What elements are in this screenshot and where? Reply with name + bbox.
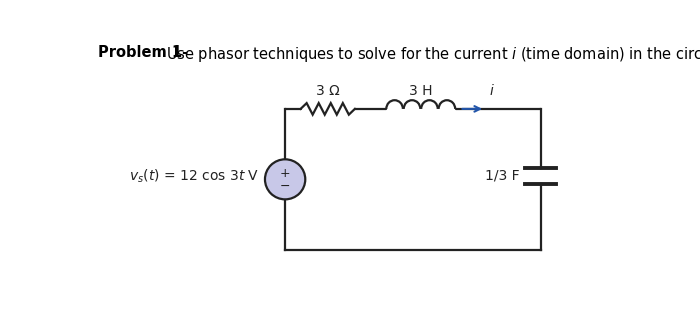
Text: Use phasor techniques to solve for the current $i$ (time domain) in the circuit : Use phasor techniques to solve for the c… — [166, 45, 700, 64]
Text: 3 H: 3 H — [409, 84, 433, 98]
Text: Problem 1-: Problem 1- — [98, 45, 188, 60]
Text: 3 Ω: 3 Ω — [316, 84, 340, 98]
Text: 1/3 F: 1/3 F — [484, 169, 519, 183]
Text: +: + — [280, 167, 290, 180]
Text: −: − — [280, 180, 290, 193]
Text: i: i — [490, 84, 493, 98]
Circle shape — [265, 159, 305, 199]
Text: $v_s$($t$) = 12 cos 3$t$ V: $v_s$($t$) = 12 cos 3$t$ V — [129, 168, 259, 185]
